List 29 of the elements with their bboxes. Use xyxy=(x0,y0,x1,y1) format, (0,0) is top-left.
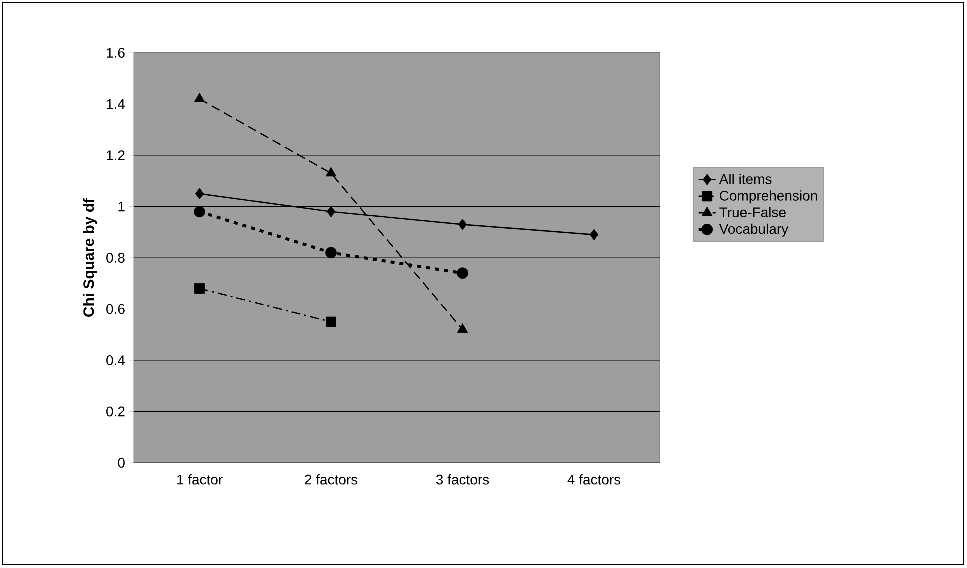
y-tick-label: 0.8 xyxy=(106,253,125,263)
y-tick-label: 1.2 xyxy=(107,150,125,160)
point xyxy=(326,247,337,259)
point xyxy=(194,92,206,102)
y-tick-label: 0.2 xyxy=(106,406,125,417)
point xyxy=(590,229,599,241)
point xyxy=(326,206,336,218)
x-tick-label: 1 factor xyxy=(177,474,223,485)
legend-label: All items xyxy=(719,174,772,184)
y-tick-label: 0.6 xyxy=(106,304,125,314)
y-tick-label: 0.4 xyxy=(106,356,126,366)
x-tick-label: 4 factors xyxy=(568,474,621,485)
point xyxy=(457,268,468,280)
y-axis-title: Chi Square by df xyxy=(83,198,98,317)
legend-label: Comprehension xyxy=(720,190,818,204)
point xyxy=(326,316,336,328)
point xyxy=(194,284,205,294)
x-tick-label: 2 factors xyxy=(305,474,358,485)
y-tick-label: 1.4 xyxy=(107,99,126,110)
point xyxy=(195,188,204,200)
x-tick-label: 3 factors xyxy=(436,474,490,485)
y-tick-label: 1.6 xyxy=(107,48,125,58)
legend-label: Vocabulary xyxy=(719,224,789,237)
point xyxy=(194,206,206,218)
y-tick-label: 1 xyxy=(118,202,125,212)
y-tick-label: 0 xyxy=(118,458,125,468)
legend-label: True-False xyxy=(720,207,786,218)
point xyxy=(458,218,468,230)
point xyxy=(326,167,337,177)
